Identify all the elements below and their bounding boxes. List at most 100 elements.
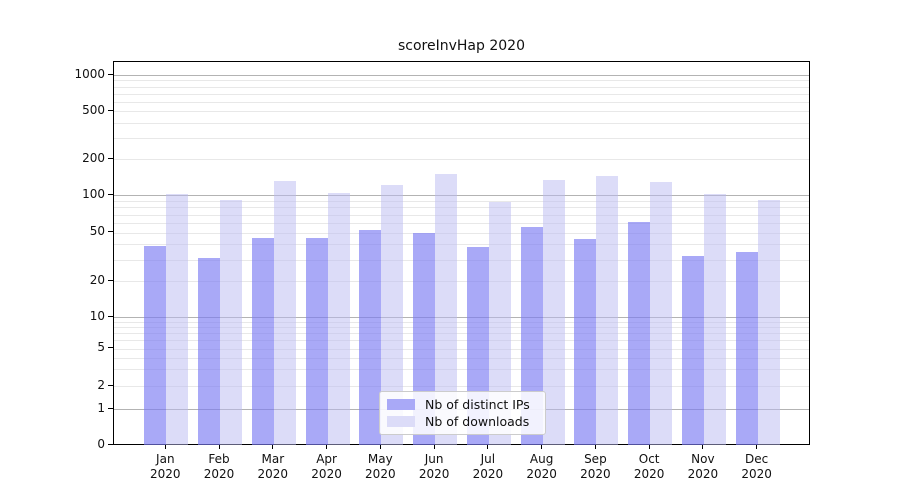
gridline-minor <box>114 333 809 335</box>
y-tick-label: 50 <box>89 224 105 239</box>
bar-downloads <box>381 184 404 446</box>
x-tick-year: 2020 <box>580 467 611 481</box>
legend: Nb of distinct IPs Nb of downloads <box>379 391 546 435</box>
legend-swatch-distinct-ips <box>387 398 415 410</box>
x-tick-label: Apr 2020 <box>297 452 357 482</box>
x-tick-year: 2020 <box>203 467 235 481</box>
bar-downloads <box>488 201 511 446</box>
bar-downloads <box>435 174 458 446</box>
y-tick-label: 500 <box>82 102 105 117</box>
x-tick-month: Mar <box>261 452 285 466</box>
bar-distinct-ips <box>574 239 597 446</box>
y-tick-mark <box>108 384 113 386</box>
x-tick-label: Aug 2020 <box>512 452 572 482</box>
gridline-minor <box>114 222 809 224</box>
y-tick-label: 10 <box>89 308 105 323</box>
bar-distinct-ips <box>144 245 167 446</box>
x-tick-label: Mar 2020 <box>243 452 303 482</box>
y-tick-mark <box>108 109 113 111</box>
x-tick-month: Jan <box>156 452 175 466</box>
y-tick-label: 200 <box>82 150 105 165</box>
gridline-minor <box>114 327 809 329</box>
y-tick-mark <box>108 279 113 281</box>
gridline-minor <box>114 386 809 387</box>
gridline-minor <box>114 340 809 342</box>
x-tick-month: Oct <box>638 452 660 466</box>
bar-distinct-ips <box>520 226 543 446</box>
x-tick-month: Dec <box>745 452 769 466</box>
bar-distinct-ips <box>628 221 651 446</box>
legend-swatch-downloads <box>387 416 415 428</box>
gridline-minor <box>114 80 809 82</box>
x-tick-label: Sep 2020 <box>565 452 625 482</box>
bar-downloads <box>757 200 780 446</box>
y-tick-mark <box>108 231 113 233</box>
legend-item-distinct-ips: Nb of distinct IPs <box>387 397 538 412</box>
y-tick-label: 1 <box>97 400 105 415</box>
x-tick-month: May <box>367 452 393 466</box>
x-tick-label: Feb 2020 <box>189 452 249 482</box>
bar-downloads <box>650 182 673 446</box>
gridline-minor <box>114 244 809 246</box>
y-tick-mark <box>108 407 113 409</box>
y-tick-mark <box>108 73 113 75</box>
bar-downloads <box>166 193 189 446</box>
bar-distinct-ips <box>251 238 274 446</box>
bar-downloads <box>703 193 726 446</box>
bar-downloads <box>220 200 243 446</box>
x-tick-year: 2020 <box>311 467 342 481</box>
x-tick-mark <box>164 445 166 449</box>
x-tick-month: Jun <box>424 452 444 466</box>
gridline-minor <box>114 207 809 209</box>
x-tick-label: Jan 2020 <box>135 452 195 482</box>
x-tick-year: 2020 <box>150 467 181 481</box>
legend-label: Nb of downloads <box>425 414 530 430</box>
gridline-minor <box>114 159 809 161</box>
x-tick-mark <box>702 445 704 449</box>
x-tick-year: 2020 <box>687 467 719 481</box>
x-tick-mark <box>648 445 650 449</box>
gridline-minor <box>114 200 809 202</box>
gridline-major <box>114 75 809 76</box>
y-tick-label: 1000 <box>74 66 105 81</box>
bar-downloads <box>596 176 619 446</box>
x-tick-month: Feb <box>208 452 230 466</box>
bar-distinct-ips <box>198 257 221 446</box>
x-tick-mark <box>433 445 435 449</box>
gridline-minor <box>114 259 809 261</box>
x-tick-label: May 2020 <box>350 452 410 482</box>
x-tick-mark <box>541 445 543 449</box>
legend-label: Nb of distinct IPs <box>425 396 530 412</box>
y-tick-mark <box>108 157 113 159</box>
x-tick-month: Jul <box>480 452 496 466</box>
gridline-major <box>114 317 809 318</box>
gridline-minor <box>114 348 809 350</box>
x-tick-month: Nov <box>691 452 715 466</box>
x-tick-year: 2020 <box>472 467 504 481</box>
x-tick-mark <box>379 445 381 449</box>
gridline-minor <box>114 86 809 88</box>
x-tick-mark <box>326 445 328 449</box>
gridline-minor <box>114 111 809 112</box>
x-tick-month: Aug <box>529 452 554 466</box>
gridline-minor <box>114 101 809 103</box>
x-tick-label: Nov 2020 <box>673 452 733 482</box>
bar-distinct-ips <box>359 229 382 446</box>
gridline-minor <box>114 214 809 216</box>
gridline-minor <box>114 281 809 282</box>
x-tick-label: Jun 2020 <box>404 452 464 482</box>
x-tick-year: 2020 <box>526 467 557 481</box>
plot-area <box>113 61 810 446</box>
bar-downloads <box>542 180 565 446</box>
x-tick-mark <box>756 445 758 449</box>
bar-distinct-ips <box>681 256 704 446</box>
y-tick-mark <box>108 444 113 445</box>
x-tick-mark <box>218 445 220 449</box>
gridline-minor <box>114 232 809 234</box>
legend-item-downloads: Nb of downloads <box>387 414 538 429</box>
x-tick-month: Sep <box>584 452 607 466</box>
gridline-minor <box>114 137 809 139</box>
gridline-minor <box>114 321 809 323</box>
y-tick-label: 0 <box>97 437 105 451</box>
